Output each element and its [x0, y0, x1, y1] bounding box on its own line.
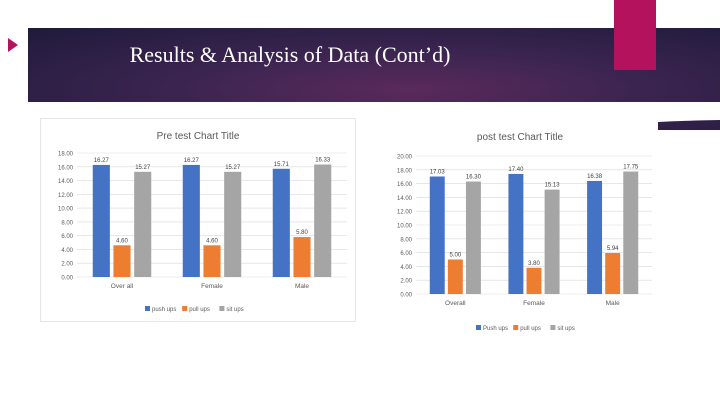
legend-swatch — [476, 325, 481, 330]
legend-swatch — [182, 306, 188, 311]
y-tick-label: 12.00 — [58, 193, 74, 199]
y-tick-label: 6.00 — [400, 251, 412, 257]
bar-pull-ups — [203, 245, 221, 277]
data-label: 4.60 — [116, 238, 128, 244]
bar-sit-ups — [623, 171, 639, 294]
y-tick-label: 18.00 — [58, 152, 74, 158]
x-tick-label: Over all — [111, 283, 134, 290]
accent-bar — [614, 0, 656, 70]
data-label: 17.03 — [430, 169, 446, 175]
y-tick-label: 12.00 — [397, 210, 413, 216]
data-label: 3.80 — [528, 261, 540, 267]
legend-swatch — [219, 306, 225, 311]
arrow-bullet-icon — [8, 38, 18, 52]
bar-pull-ups — [447, 259, 463, 294]
data-label: 16.27 — [184, 158, 200, 164]
y-tick-label: 4.00 — [61, 248, 73, 254]
x-tick-label: Male — [295, 283, 309, 290]
bar-push-ups — [92, 164, 110, 277]
legend-swatch — [513, 325, 519, 330]
y-tick-label: 2.00 — [400, 279, 412, 285]
bar-pull-ups — [605, 253, 621, 294]
y-tick-label: 4.00 — [400, 265, 412, 271]
pre-test-chart: Pre test Chart Title 0.00 2.00 4.00 6.00 8.00… — [40, 118, 356, 322]
legend-label: Push ups — [483, 326, 508, 332]
chart-title: post test Chart Title — [477, 132, 564, 143]
post-test-chart: post test Chart Title 0.00 2.00 4.00 6.00 8.0… — [382, 122, 658, 342]
data-label: 16.33 — [315, 158, 331, 164]
pre-test-chart-svg: Pre test Chart Title 0.00 2.00 4.00 6.00 8.00… — [58, 131, 347, 313]
y-tick-label: 0.00 — [400, 293, 412, 299]
data-label: 15.27 — [135, 165, 151, 171]
x-tick-label: Female — [201, 283, 223, 290]
x-tick-label: Overall — [445, 300, 466, 307]
bar-push-ups — [508, 173, 524, 294]
data-label: 17.75 — [623, 165, 639, 171]
bar-sit-ups — [544, 189, 560, 294]
data-label: 15.13 — [545, 183, 561, 189]
bar-push-ups — [587, 180, 603, 294]
slide-title: Results & Analysis of Data (Cont’d) — [129, 42, 451, 67]
bar-pull-ups — [113, 245, 131, 277]
legend-swatch — [145, 306, 150, 311]
post-test-chart-svg: post test Chart Title 0.00 2.00 4.00 6.00 8.0… — [397, 132, 652, 332]
bar-sit-ups — [465, 181, 481, 294]
data-label: 17.40 — [508, 167, 524, 173]
legend-label: sit ups — [226, 307, 243, 313]
y-tick-label: 18.00 — [397, 168, 413, 174]
legend-label: sit ups — [557, 326, 574, 332]
data-label: 4.60 — [206, 238, 218, 244]
data-label: 5.94 — [607, 246, 619, 252]
y-tick-label: 14.00 — [58, 179, 74, 185]
x-tick-label: Male — [606, 300, 620, 307]
y-tick-label: 16.00 — [58, 165, 74, 171]
y-tick-label: 8.00 — [61, 220, 73, 226]
data-label: 5.80 — [296, 230, 308, 236]
y-tick-label: 10.00 — [58, 207, 74, 213]
bar-sit-ups — [314, 164, 332, 277]
y-tick-label: 20.00 — [397, 155, 413, 161]
data-label: 16.38 — [587, 174, 603, 180]
y-tick-label: 8.00 — [400, 237, 412, 243]
legend-label: pull ups — [520, 326, 541, 332]
data-label: 15.27 — [225, 165, 241, 171]
legend-label: push ups — [152, 307, 176, 313]
bar-push-ups — [272, 168, 290, 277]
data-label: 15.71 — [274, 162, 290, 168]
bar-pull-ups — [293, 237, 311, 277]
data-label: 16.30 — [466, 175, 482, 181]
data-label: 5.00 — [449, 253, 461, 259]
bar-pull-ups — [526, 267, 542, 294]
x-tick-label: Female — [523, 300, 545, 307]
y-tick-label: 0.00 — [61, 276, 73, 282]
legend-swatch — [550, 325, 556, 330]
y-tick-label: 6.00 — [61, 234, 73, 240]
bar-push-ups — [429, 176, 445, 294]
y-tick-label: 16.00 — [397, 182, 413, 188]
legend-label: pull ups — [189, 307, 210, 313]
data-label: 16.27 — [94, 158, 110, 164]
y-tick-label: 10.00 — [397, 224, 413, 230]
bar-sit-ups — [224, 171, 242, 277]
y-tick-label: 2.00 — [61, 262, 73, 268]
bar-push-ups — [182, 164, 200, 277]
chart-title: Pre test Chart Title — [157, 131, 240, 142]
bar-sit-ups — [134, 171, 152, 277]
y-tick-label: 14.00 — [397, 196, 413, 202]
